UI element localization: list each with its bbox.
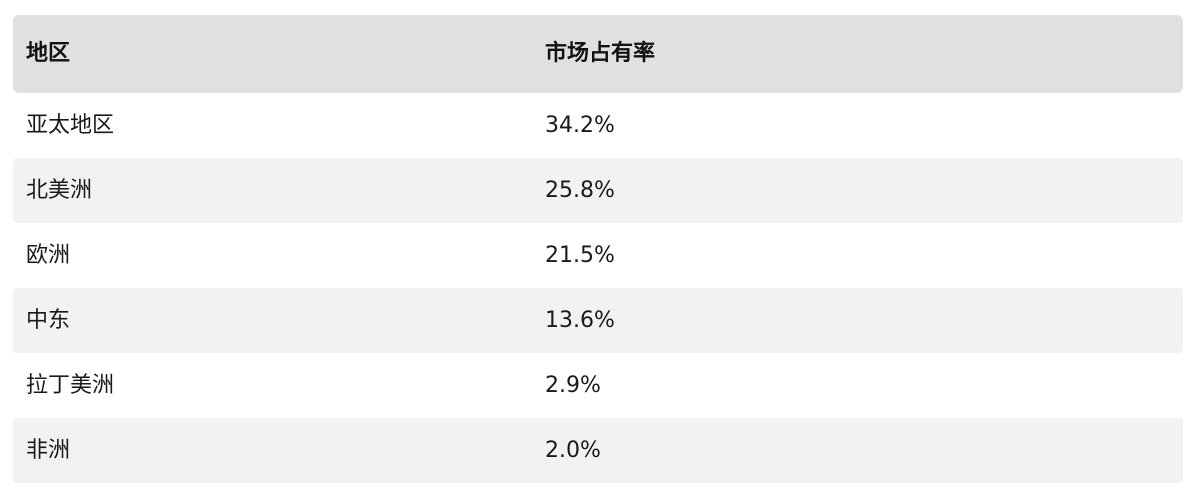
- market-share-cell: 2.0%: [545, 437, 601, 463]
- region-cell: 拉丁美洲: [26, 372, 115, 398]
- region-cell: 北美洲: [26, 177, 93, 203]
- market-share-cell: 13.6%: [545, 307, 615, 333]
- market-share-cell: 2.9%: [545, 372, 601, 398]
- region-cell: 欧洲: [26, 242, 71, 268]
- table-row: 北美洲 25.8%: [13, 158, 1183, 223]
- market-share-cell: 25.8%: [545, 177, 615, 203]
- region-cell: 中东: [26, 307, 71, 333]
- table-row: 中东 13.6%: [13, 288, 1183, 353]
- header-region: 地区: [26, 41, 71, 66]
- table-row: 欧洲 21.5%: [13, 223, 1183, 288]
- header-market-share: 市场占有率: [545, 41, 656, 66]
- table-row: 拉丁美洲 2.9%: [13, 353, 1183, 418]
- market-share-cell: 34.2%: [545, 112, 615, 138]
- table-header-row: 地区 市场占有率: [13, 15, 1183, 93]
- region-cell: 非洲: [26, 437, 71, 463]
- region-cell: 亚太地区: [26, 112, 115, 138]
- table-row: 亚太地区 34.2%: [13, 93, 1183, 158]
- table-row: 非洲 2.0%: [13, 418, 1183, 483]
- market-share-table: 地区 市场占有率 亚太地区 34.2% 北美洲 25.8% 欧洲 21.5% 中…: [13, 15, 1183, 483]
- market-share-cell: 21.5%: [545, 242, 615, 268]
